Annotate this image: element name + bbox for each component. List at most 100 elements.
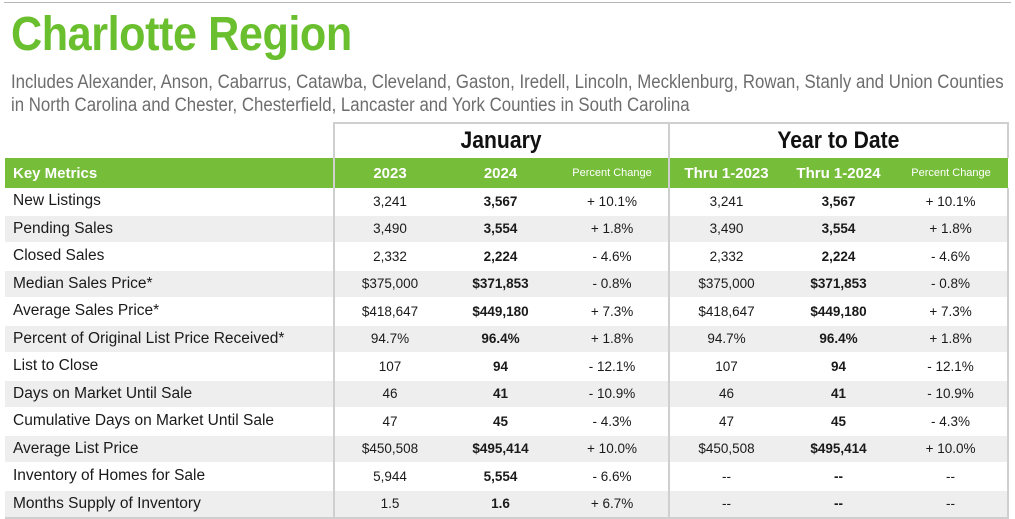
cell-percent-change: + 7.3% xyxy=(556,297,670,326)
cell-thru-1-2024: -- xyxy=(783,462,895,491)
cell-percent-change-ytd: - 0.8% xyxy=(894,270,1010,298)
cell-percent-change-ytd: - 4.6% xyxy=(894,242,1010,271)
cell-metric: New Listings xyxy=(5,188,334,216)
header-percent-change-ytd: Percent Change xyxy=(894,158,1009,188)
cell-percent-change-ytd: + 1.8% xyxy=(894,215,1010,243)
cell-thru-1-2023: 94.7% xyxy=(668,325,784,353)
cell-thru-1-2024: -- xyxy=(783,490,895,519)
cell-percent-change: - 12.1% xyxy=(556,352,670,381)
cell-thru-1-2024: $495,414 xyxy=(783,435,895,463)
cell-percent-change: - 6.6% xyxy=(556,462,670,491)
group-spacer xyxy=(5,123,334,158)
cell-percent-change: + 6.7% xyxy=(556,490,670,519)
column-group-row: January Year to Date xyxy=(5,122,1010,158)
cell-thru-1-2024: 96.4% xyxy=(783,325,895,353)
cell-percent-change: - 0.8% xyxy=(556,270,670,298)
table-row: Pending Sales 3,490 3,554 + 1.8% 3,490 3,554 +… xyxy=(5,215,1010,243)
cell-2024: 3,554 xyxy=(445,215,556,243)
header-2024: 2024 xyxy=(445,158,556,188)
group-header-year-to-date: Year to Date xyxy=(668,122,1010,158)
cell-2024: 41 xyxy=(445,380,556,408)
cell-2023: $375,000 xyxy=(333,270,445,298)
top-rule xyxy=(4,2,1011,3)
cell-thru-1-2024: $449,180 xyxy=(783,297,895,326)
cell-2024: $495,414 xyxy=(445,435,556,463)
table-row: Days on Market Until Sale 46 41- 10.9% 46 41… xyxy=(5,380,1010,408)
cell-thru-1-2023: $418,647 xyxy=(668,297,784,326)
metrics-table: January Year to Date Key Metrics 2023 20… xyxy=(5,122,1010,519)
cell-2023: $418,647 xyxy=(333,297,445,326)
table-row: Average Sales Price* $418,647 $449,180 + 7.… xyxy=(5,297,1010,326)
table-row: New Listings 3,241 3,567 + 10.1% 3,241 3,567 +… xyxy=(5,188,1010,216)
cell-percent-change: - 10.9% xyxy=(556,380,670,408)
header-thru-1-2024: Thru 1-2024 xyxy=(783,158,895,188)
group-header-january: January xyxy=(332,122,670,158)
table-row: Inventory of Homes for Sale 5,944 5,554- 6… xyxy=(5,462,1010,491)
cell-thru-1-2024: 41 xyxy=(783,380,895,408)
cell-percent-change-ytd: -- xyxy=(894,462,1010,491)
cell-percent-change-ytd: - 4.3% xyxy=(894,407,1010,436)
cell-percent-change-ytd: + 10.1% xyxy=(894,188,1010,216)
cell-thru-1-2024: $371,853 xyxy=(783,270,895,298)
metrics-table-container: January Year to Date Key Metrics 2023 20… xyxy=(5,122,1010,519)
cell-2024: 94 xyxy=(445,352,556,381)
cell-metric: Pending Sales xyxy=(5,215,334,243)
cell-2024: 1.6 xyxy=(445,490,556,519)
cell-thru-1-2023: 3,490 xyxy=(668,215,784,243)
cell-2024: 45 xyxy=(445,407,556,436)
header-key-metrics: Key Metrics xyxy=(5,158,334,188)
cell-thru-1-2024: 3,554 xyxy=(783,215,895,243)
cell-2024: 96.4% xyxy=(445,325,556,353)
table-row: Average List Price $450,508 $495,414 + 10.0… xyxy=(5,435,1010,463)
page-subtitle: Includes Alexander, Anson, Cabarrus, Cat… xyxy=(11,71,1004,117)
cell-thru-1-2023: 46 xyxy=(668,380,784,408)
cell-thru-1-2024: 94 xyxy=(783,352,895,381)
cell-percent-change: + 1.8% xyxy=(556,215,670,243)
table-row: Percent of Original List Price Received*… xyxy=(5,325,1010,353)
cell-metric: Closed Sales xyxy=(5,242,334,271)
cell-2023: 94.7% xyxy=(333,325,445,353)
cell-thru-1-2023: 107 xyxy=(668,352,784,381)
page-title: Charlotte Region xyxy=(11,8,352,61)
cell-percent-change: + 1.8% xyxy=(556,325,670,353)
metrics-table-body: New Listings 3,241 3,567 + 10.1% 3,241 3,567 +… xyxy=(5,188,1010,519)
subtitle-line: in North Carolina and Chester, Chesterfi… xyxy=(11,95,690,116)
cell-metric: Average List Price xyxy=(5,435,334,463)
cell-thru-1-2023: 2,332 xyxy=(668,242,784,271)
cell-metric: Days on Market Until Sale xyxy=(5,380,334,408)
table-row: Median Sales Price* $375,000 $371,853- 0.8… xyxy=(5,270,1010,298)
cell-thru-1-2023: 3,241 xyxy=(668,188,784,216)
cell-thru-1-2024: 2,224 xyxy=(783,242,895,271)
cell-2023: 3,241 xyxy=(333,188,445,216)
header-2023: 2023 xyxy=(333,158,445,188)
cell-percent-change: - 4.6% xyxy=(556,242,670,271)
table-row: Closed Sales 2,332 2,224- 4.6% 2,332 2,224- … xyxy=(5,242,1010,271)
cell-thru-1-2023: 47 xyxy=(668,407,784,436)
cell-2024: 3,567 xyxy=(445,188,556,216)
table-row: List to Close 107 94- 12.1% 107 94- 12.1% xyxy=(5,352,1010,381)
cell-2023: 1.5 xyxy=(333,490,445,519)
cell-metric: Percent of Original List Price Received* xyxy=(5,325,334,353)
cell-2024: 2,224 xyxy=(445,242,556,271)
cell-2023: 107 xyxy=(333,352,445,381)
cell-2024: $371,853 xyxy=(445,270,556,298)
cell-metric: Average Sales Price* xyxy=(5,297,334,326)
cell-2023: 46 xyxy=(333,380,445,408)
cell-percent-change-ytd: - 12.1% xyxy=(894,352,1010,381)
cell-metric: Median Sales Price* xyxy=(5,270,334,298)
cell-metric: Inventory of Homes for Sale xyxy=(5,462,334,491)
cell-metric: List to Close xyxy=(5,352,334,381)
cell-metric: Months Supply of Inventory xyxy=(5,490,334,519)
cell-percent-change: - 4.3% xyxy=(556,407,670,436)
cell-percent-change: + 10.0% xyxy=(556,435,670,463)
cell-2023: 2,332 xyxy=(333,242,445,271)
cell-percent-change-ytd: - 10.9% xyxy=(894,380,1010,408)
cell-thru-1-2023: -- xyxy=(668,462,784,491)
cell-percent-change-ytd: + 10.0% xyxy=(894,435,1010,463)
cell-metric: Cumulative Days on Market Until Sale xyxy=(5,407,334,436)
cell-thru-1-2023: $375,000 xyxy=(668,270,784,298)
table-row: Months Supply of Inventory 1.5 1.6 + 6.7% --… xyxy=(5,490,1010,519)
cell-2023: 3,490 xyxy=(333,215,445,243)
cell-2023: 5,944 xyxy=(333,462,445,491)
column-header-row: Key Metrics 2023 2024 Percent Change Thr… xyxy=(5,158,1009,188)
